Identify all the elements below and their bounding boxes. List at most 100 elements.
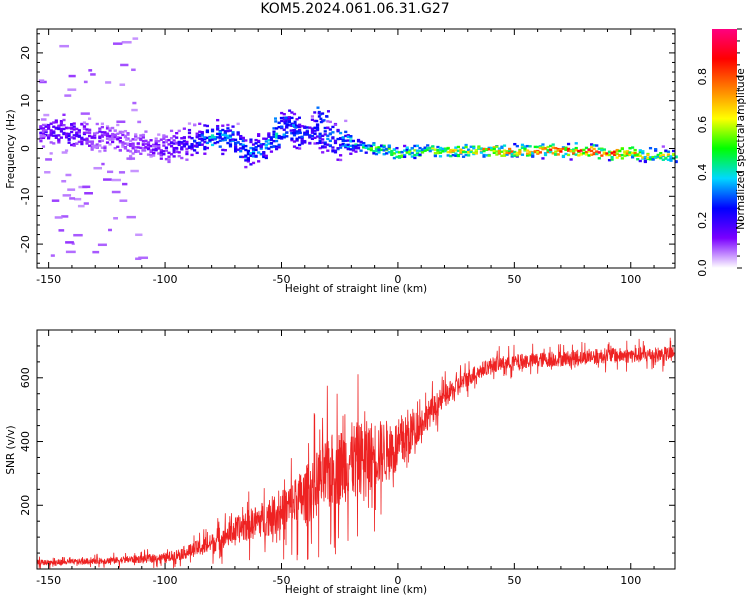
spectrogram-cell (228, 136, 233, 139)
spectrogram-cell (50, 254, 55, 257)
spectrogram-cell (136, 146, 140, 149)
spectrogram-cell (319, 117, 323, 121)
spectrogram-cell (131, 138, 135, 141)
spectrogram-cell (295, 146, 299, 150)
spectrogram-cell (336, 137, 340, 141)
spectrogram-cell (446, 147, 450, 150)
spectrogram-cell (52, 121, 56, 124)
spectrogram-cell (500, 150, 504, 153)
spectrogram-cell (625, 150, 630, 153)
spectrogram-cell (175, 150, 179, 153)
spectrogram-cell (231, 125, 235, 128)
spectrogram-cell (274, 134, 279, 138)
spectrogram-x-axis-label: Height of straight line (km) (285, 283, 427, 295)
spectrogram-cell (479, 151, 484, 154)
spectrogram-cell (590, 146, 594, 149)
spectrogram-cell (510, 150, 514, 153)
spectrogram-cell (69, 197, 76, 200)
spectrogram-cell (323, 141, 327, 144)
spectrogram-cell (331, 150, 335, 153)
spectrogram-cell (122, 182, 128, 186)
spectrogram-cell (244, 159, 248, 162)
spectrogram-cell (415, 152, 420, 155)
spectrogram-cell (283, 120, 287, 123)
spectrogram-cell (477, 146, 481, 149)
spectrogram-cell (319, 120, 323, 124)
spectrogram-cell (44, 123, 48, 127)
spectrogram-cell (128, 139, 133, 143)
spectrogram-cell (597, 151, 601, 154)
spectrogram-cell (62, 132, 66, 136)
spectrogram-cell (62, 113, 66, 116)
spectrogram-cell (303, 140, 307, 144)
spectrogram-cell (346, 145, 350, 148)
spectrogram-cell (198, 143, 202, 146)
spectrogram-cell (356, 147, 361, 150)
spectrogram-cell (326, 149, 330, 152)
spectrogram-cell (61, 151, 68, 154)
spectrogram-cell (310, 129, 315, 132)
spectrogram-cell (193, 149, 197, 152)
spectrogram-cell (244, 156, 248, 159)
spectrogram-cell (372, 150, 376, 153)
spectrogram-cell (291, 131, 295, 135)
spectrogram-cell (472, 145, 476, 148)
spectrogram-cell (72, 142, 76, 146)
spectrogram-cell (461, 155, 466, 158)
spectrogram-cell (223, 130, 227, 133)
spectrogram-cell (164, 139, 169, 142)
spectrogram-cell (80, 136, 84, 140)
spectrogram-cell (277, 136, 281, 140)
spectrogram-cell (610, 158, 614, 161)
spectrogram-cell (518, 148, 522, 152)
spectrogram-cell (90, 145, 94, 149)
spectrogram-cell (49, 129, 53, 132)
spectrogram-cell (382, 152, 386, 156)
spectrogram-cell (193, 123, 197, 126)
x-tick-label: -50 (273, 273, 291, 286)
spectrogram-cell (321, 112, 325, 115)
spectrogram-cell (157, 139, 161, 143)
spectrogram-cell (282, 133, 286, 136)
spectrogram-cell (418, 149, 422, 153)
spectrogram-cell (577, 154, 581, 157)
spectrogram-cell (205, 146, 210, 150)
spectrogram-cell (77, 129, 81, 132)
spectrogram-cell (162, 152, 166, 156)
spectrogram-cell (674, 160, 678, 163)
spectrogram-cell (49, 152, 53, 155)
spectrogram-cell (456, 145, 461, 149)
spectrogram-cell (93, 132, 97, 135)
spectrogram-cell (100, 122, 104, 125)
spectrogram-cell (584, 153, 589, 156)
spectrogram-cell (333, 149, 338, 152)
spectrogram-cell (331, 131, 335, 134)
spectrogram-cell (446, 154, 450, 157)
spectrogram-cell (326, 120, 330, 123)
spectrogram-cell (239, 150, 243, 153)
spectrogram-cell (246, 152, 250, 156)
spectrogram-cell (283, 122, 287, 125)
spectrogram-cell (290, 138, 294, 142)
spectrogram-cell (377, 149, 381, 152)
spectrogram-cell (195, 135, 199, 138)
spectrogram-cell (602, 148, 607, 151)
spectrogram-cell (164, 149, 169, 152)
spectrogram-cell (333, 151, 338, 154)
spectrogram-cell (620, 157, 624, 160)
spectrogram-cell (525, 149, 530, 152)
spectrogram-cell (290, 122, 294, 125)
spectrogram-cell (387, 150, 391, 154)
spectrogram-cell (103, 133, 107, 137)
spectrogram-cell (149, 144, 153, 148)
spectrogram-cell (666, 153, 671, 156)
spectrogram-cell (65, 173, 72, 177)
spectrogram-cell (431, 148, 435, 151)
spectrogram-cell (259, 147, 263, 150)
spectrogram-cell (313, 129, 317, 132)
spectrogram-cell (203, 145, 207, 149)
spectrogram-cell (590, 153, 594, 156)
spectrogram-cell (464, 150, 468, 154)
spectrogram-cell (152, 151, 156, 155)
spectrogram-cell (296, 131, 300, 135)
